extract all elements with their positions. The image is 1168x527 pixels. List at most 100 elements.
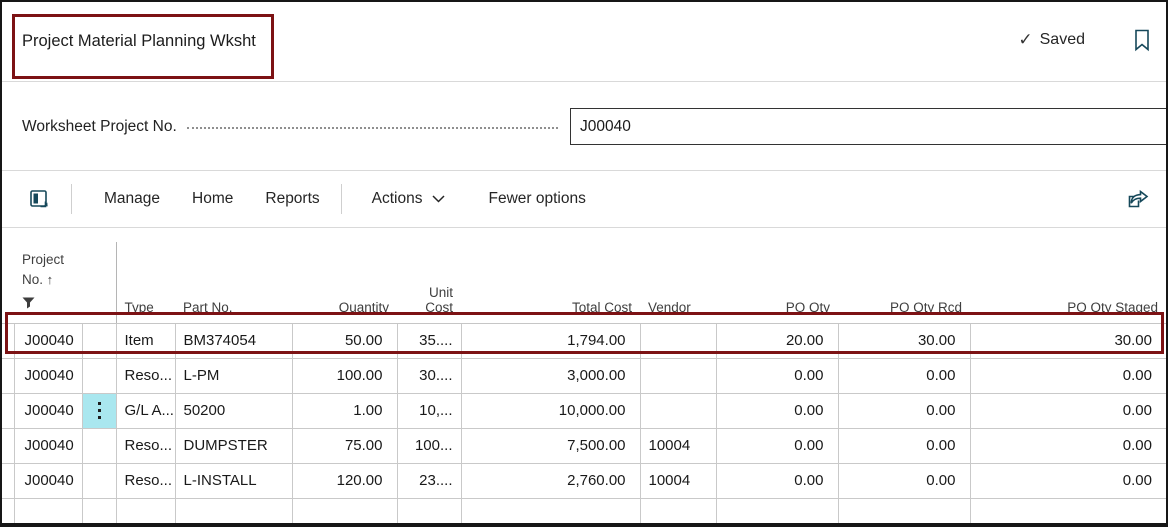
cell-gutter[interactable] xyxy=(2,357,15,394)
column-header-total_cost[interactable]: Total Cost xyxy=(461,242,640,324)
cell-project_no[interactable]: J00040 xyxy=(13,392,83,429)
cell-part_no[interactable]: 50200 xyxy=(174,392,293,429)
cell-po_qty[interactable]: 20.00 xyxy=(715,322,839,359)
cell-po_qty_rcd[interactable]: 0.00 xyxy=(837,357,971,394)
cell-part_no[interactable]: L-PM xyxy=(174,357,293,394)
cell-part_no[interactable]: L-INSTALL xyxy=(174,462,293,499)
dock-panel-icon[interactable] xyxy=(28,188,50,210)
cell-total_cost[interactable]: 7,500.00 xyxy=(460,427,641,464)
cell-po_qty[interactable]: 0.00 xyxy=(715,462,839,499)
cell-total_cost[interactable]: 1,794.00 xyxy=(460,322,641,359)
cell-project_no[interactable]: J00040 xyxy=(13,462,83,499)
menu-manage[interactable]: Manage xyxy=(104,190,161,207)
cell-unit_cost[interactable]: 23.... xyxy=(396,462,462,499)
row-menu-icon[interactable] xyxy=(83,394,115,428)
cell-po_qty_staged[interactable]: 0.00 xyxy=(969,427,1166,464)
bookmark-icon[interactable] xyxy=(1132,28,1152,52)
cell-type[interactable]: Item xyxy=(115,322,176,359)
cell-unit_cost[interactable]: 100... xyxy=(396,427,462,464)
worksheet-project-no-label: Worksheet Project No. xyxy=(22,117,177,135)
cell-vendor[interactable] xyxy=(639,357,717,394)
column-header-po_qty[interactable]: PO Qty xyxy=(716,242,838,324)
cell-type[interactable]: Reso... xyxy=(115,357,176,394)
cell-part_no[interactable]: BM374054 xyxy=(174,322,293,359)
cell-row_menu[interactable] xyxy=(81,427,117,464)
cell-po_qty_rcd[interactable]: 30.00 xyxy=(837,322,971,359)
column-header-type[interactable]: Type xyxy=(115,242,175,324)
share-icon[interactable] xyxy=(1126,188,1150,210)
cell-row_menu[interactable] xyxy=(81,357,117,394)
cell-vendor[interactable] xyxy=(639,322,717,359)
cell-row_menu[interactable] xyxy=(81,392,117,429)
cell-vendor[interactable]: 10004 xyxy=(639,427,717,464)
column-header-po_qty_rcd[interactable]: PO Qty Rcd xyxy=(838,242,970,324)
cell-type[interactable]: G/L A... xyxy=(115,392,176,429)
menu-home[interactable]: Home xyxy=(192,190,234,207)
cell-po_qty[interactable]: 0.00 xyxy=(715,357,839,394)
cell-po_qty[interactable] xyxy=(715,497,839,523)
cell-project_no[interactable] xyxy=(13,497,83,523)
cell-type[interactable] xyxy=(115,497,176,523)
worksheet-project-no-input[interactable] xyxy=(570,108,1166,145)
cell-type[interactable]: Reso... xyxy=(115,462,176,499)
cell-po_qty_staged[interactable]: 0.00 xyxy=(969,462,1166,499)
cell-quantity[interactable]: 100.00 xyxy=(291,357,398,394)
cell-unit_cost[interactable]: 10,... xyxy=(396,392,462,429)
cell-total_cost[interactable]: 10,000.00 xyxy=(460,392,641,429)
menu-reports[interactable]: Reports xyxy=(265,190,320,207)
cell-gutter[interactable] xyxy=(2,392,15,429)
cell-project_no[interactable]: J00040 xyxy=(13,357,83,394)
cell-project_no[interactable]: J00040 xyxy=(13,427,83,464)
title-bar: Project Material Planning Wksht ✓ Saved xyxy=(2,2,1166,82)
cell-quantity[interactable]: 120.00 xyxy=(291,462,398,499)
cell-type[interactable]: Reso... xyxy=(115,427,176,464)
cell-vendor[interactable] xyxy=(639,392,717,429)
cell-unit_cost[interactable]: 35.... xyxy=(396,322,462,359)
cell-po_qty_staged[interactable]: 0.00 xyxy=(969,357,1166,394)
column-header-unit_cost[interactable]: Unit Cost xyxy=(397,242,461,324)
header-row: Project No. ↑ Type Part No. Quantity Unit Co… xyxy=(2,242,1166,324)
cell-unit_cost[interactable] xyxy=(396,497,462,523)
cell-po_qty_rcd[interactable]: 0.00 xyxy=(837,427,971,464)
cell-project_no[interactable]: J00040 xyxy=(13,322,83,359)
cell-gutter[interactable] xyxy=(2,322,15,359)
fewer-options-button[interactable]: Fewer options xyxy=(488,190,586,207)
column-header-part_no[interactable]: Part No. xyxy=(175,242,292,324)
cell-total_cost[interactable] xyxy=(460,497,641,523)
column-header-project_no[interactable]: Project No. ↑ xyxy=(14,242,82,324)
cell-po_qty_rcd[interactable]: 0.00 xyxy=(837,462,971,499)
cell-unit_cost[interactable]: 30.... xyxy=(396,357,462,394)
column-label: Type xyxy=(124,299,154,315)
cell-po_qty_staged[interactable] xyxy=(969,497,1166,523)
column-header-quantity[interactable]: Quantity xyxy=(292,242,397,324)
cell-po_qty_staged[interactable]: 0.00 xyxy=(969,392,1166,429)
actions-dropdown[interactable]: Actions xyxy=(372,190,445,208)
cell-quantity[interactable]: 1.00 xyxy=(291,392,398,429)
cell-quantity[interactable]: 75.00 xyxy=(291,427,398,464)
cell-row_menu[interactable] xyxy=(81,497,117,523)
cell-quantity[interactable]: 50.00 xyxy=(291,322,398,359)
cell-gutter[interactable] xyxy=(2,497,15,523)
cell-quantity[interactable] xyxy=(291,497,398,523)
table-row: J00040 Reso... L-PM 100.00 30.... 3,000.00 0.0… xyxy=(2,357,1166,394)
cell-vendor[interactable] xyxy=(639,497,717,523)
cell-po_qty[interactable]: 0.00 xyxy=(715,427,839,464)
filter-icon[interactable] xyxy=(22,295,74,315)
cell-part_no[interactable]: DUMPSTER xyxy=(174,427,293,464)
column-label: PO Qty xyxy=(785,299,830,315)
cell-total_cost[interactable]: 3,000.00 xyxy=(460,357,641,394)
cell-po_qty[interactable]: 0.00 xyxy=(715,392,839,429)
cell-gutter[interactable] xyxy=(2,427,15,464)
cell-po_qty_staged[interactable]: 30.00 xyxy=(969,322,1166,359)
cell-total_cost[interactable]: 2,760.00 xyxy=(460,462,641,499)
cell-gutter[interactable] xyxy=(2,462,15,499)
cell-vendor[interactable]: 10004 xyxy=(639,462,717,499)
cell-row_menu[interactable] xyxy=(81,462,117,499)
cell-row_menu[interactable] xyxy=(81,322,117,359)
column-header-po_qty_staged[interactable]: PO Qty Staged xyxy=(970,242,1166,324)
column-header-vendor[interactable]: Vendor xyxy=(640,242,716,324)
column-label: PO Qty Staged xyxy=(1067,299,1158,315)
cell-po_qty_rcd[interactable] xyxy=(837,497,971,523)
cell-part_no[interactable] xyxy=(174,497,293,523)
cell-po_qty_rcd[interactable]: 0.00 xyxy=(837,392,971,429)
